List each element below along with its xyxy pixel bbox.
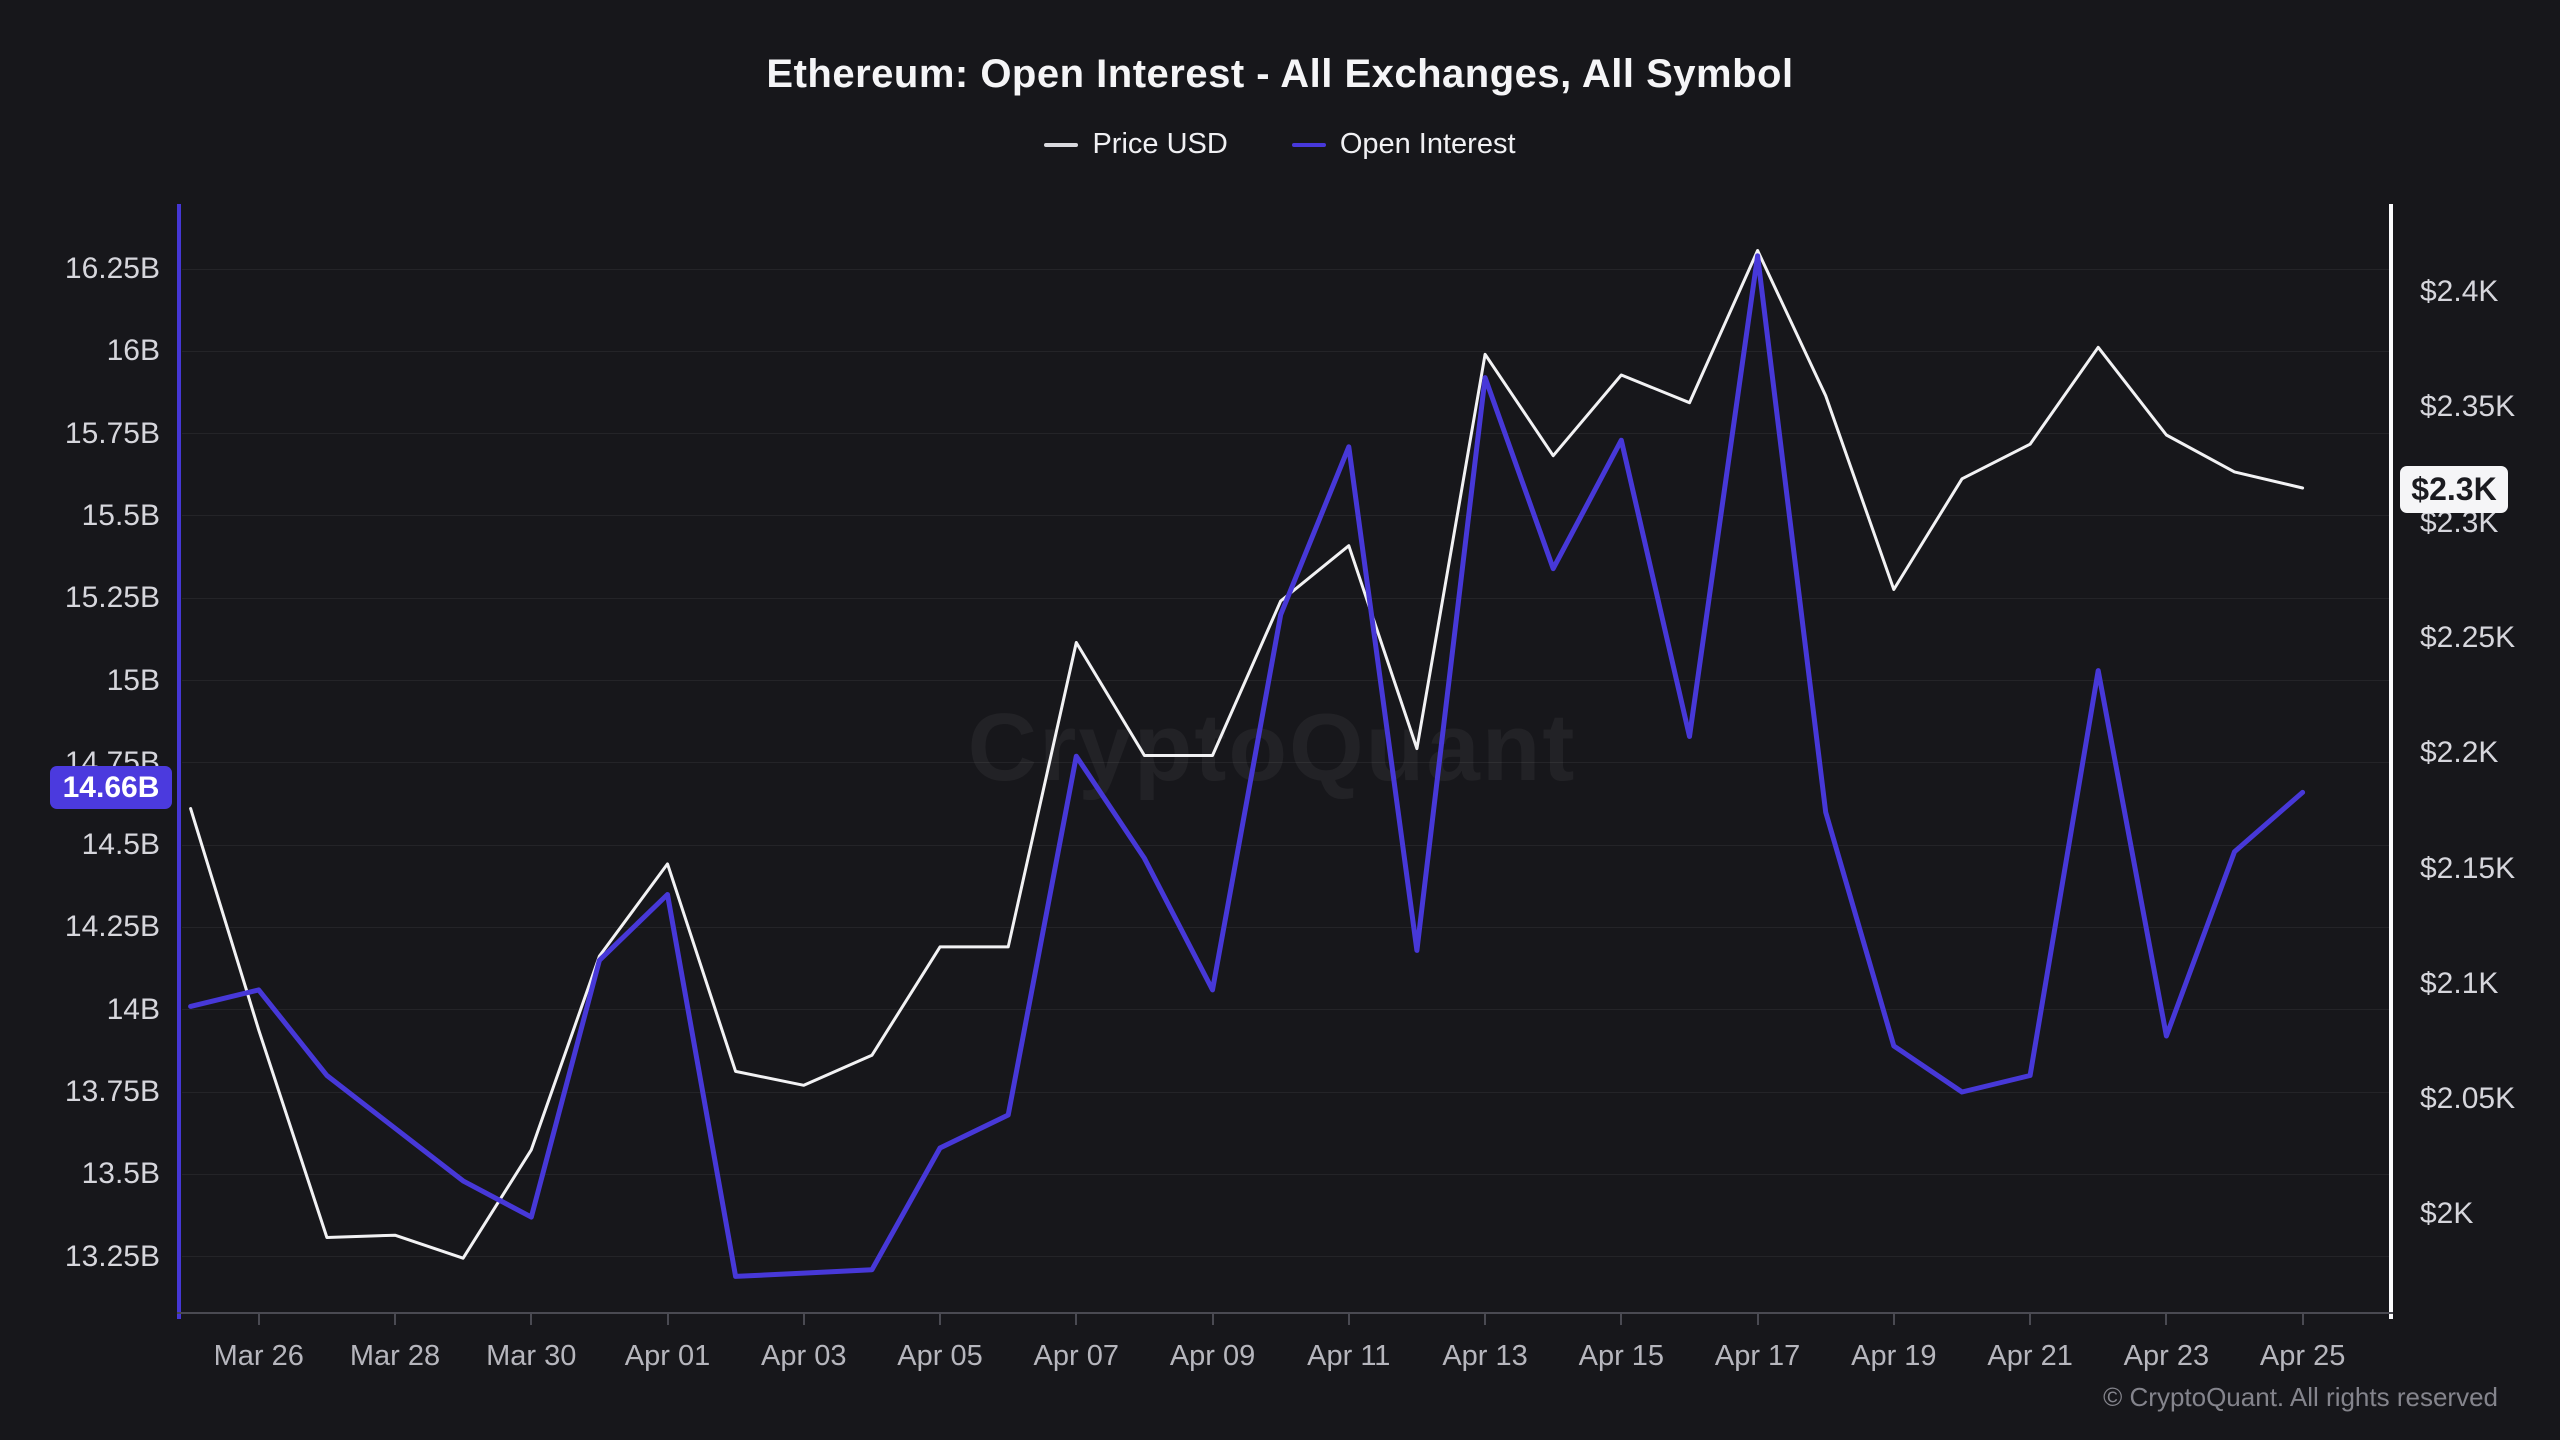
legend-label-price-usd: Price USD bbox=[1092, 128, 1228, 160]
left-axis-tick-label: 15.75B bbox=[64, 416, 160, 450]
right-axis-tick-label: $2.05K bbox=[2420, 1082, 2516, 1116]
x-axis-tick bbox=[2029, 1314, 2032, 1325]
x-axis-tick-label: Apr 21 bbox=[1987, 1340, 2073, 1372]
legend-label-open-interest: Open Interest bbox=[1339, 128, 1516, 160]
right-axis-tick-label: $2.4K bbox=[2420, 275, 2499, 308]
x-axis-tick-label: Apr 11 bbox=[1307, 1340, 1391, 1372]
open-interest-line bbox=[188, 253, 2306, 1279]
price-usd-line bbox=[189, 249, 2305, 1260]
x-axis-tick bbox=[1620, 1314, 1623, 1325]
x-axis-tick-label: Apr 03 bbox=[761, 1340, 847, 1372]
x-axis-tick bbox=[1075, 1314, 1078, 1325]
x-axis-tick bbox=[2165, 1314, 2168, 1325]
right-axis-tick-label: $2.15K bbox=[2420, 851, 2516, 885]
right-axis-tick-label: $2K bbox=[2420, 1197, 2474, 1231]
gridline bbox=[182, 269, 2390, 270]
gridline bbox=[182, 351, 2390, 352]
open-interest-current-value-badge: 14.66B bbox=[50, 766, 172, 809]
legend: Price USD Open Interest bbox=[0, 128, 2560, 161]
right-axis-tick-label: $2.25K bbox=[2420, 620, 2516, 654]
left-axis-tick-label: 16B bbox=[106, 334, 160, 368]
x-axis-tick-label: Apr 19 bbox=[1851, 1340, 1937, 1372]
left-axis-tick-label: 14.5B bbox=[81, 828, 160, 862]
legend-item-open-interest[interactable]: Open Interest bbox=[1291, 128, 1516, 161]
gridline bbox=[182, 1092, 2390, 1093]
left-axis-tick-label: 16.25B bbox=[64, 252, 160, 285]
left-axis-tick-label: 13.25B bbox=[64, 1239, 160, 1273]
x-axis-tick bbox=[1347, 1314, 1350, 1325]
gridline bbox=[182, 1174, 2390, 1175]
left-axis-tick-label: 15.5B bbox=[81, 498, 160, 532]
x-axis-tick bbox=[1211, 1314, 1214, 1325]
x-axis-tick-label: Apr 15 bbox=[1578, 1340, 1665, 1372]
x-axis-tick-label: Apr 23 bbox=[2123, 1340, 2210, 1372]
gridline bbox=[182, 1256, 2390, 1257]
price-usd-line-swatch-icon bbox=[1044, 142, 1079, 147]
left-axis-line bbox=[177, 204, 181, 1319]
x-axis-tick-label: Mar 26 bbox=[213, 1340, 304, 1372]
x-axis-tick-label: Apr 25 bbox=[2259, 1340, 2346, 1372]
x-axis-tick-label: Apr 07 bbox=[1033, 1340, 1120, 1372]
x-axis-tick-label: Apr 05 bbox=[897, 1340, 983, 1372]
left-axis-tick-label: 13.75B bbox=[64, 1075, 160, 1108]
x-axis-tick bbox=[1756, 1314, 1759, 1325]
gridline bbox=[182, 1009, 2390, 1010]
gridline bbox=[182, 433, 2390, 434]
left-axis-tick-label: 13.5B bbox=[81, 1157, 160, 1191]
x-axis-tick-label: Apr 17 bbox=[1714, 1340, 1801, 1372]
left-axis-tick-label: 14B bbox=[106, 992, 160, 1026]
x-axis-baseline bbox=[177, 1312, 2393, 1314]
x-axis-tick bbox=[939, 1314, 942, 1325]
x-axis-tick-label: Apr 09 bbox=[1169, 1340, 1256, 1372]
gridline bbox=[182, 927, 2390, 928]
x-axis-tick bbox=[2301, 1314, 2304, 1325]
legend-item-price-usd[interactable]: Price USD bbox=[1044, 128, 1228, 161]
x-axis-tick-label: Apr 01 bbox=[624, 1340, 711, 1372]
left-axis-tick-label: 14.25B bbox=[64, 910, 160, 944]
open-interest-line-swatch-icon bbox=[1291, 142, 1326, 147]
right-axis-tick-label: $2.2K bbox=[2420, 736, 2499, 770]
right-axis-tick-label: $2.35K bbox=[2420, 390, 2516, 424]
left-axis-tick-label: 15B bbox=[106, 663, 160, 697]
x-axis-tick bbox=[1484, 1314, 1487, 1325]
x-axis-tick-label: Apr 13 bbox=[1442, 1340, 1528, 1372]
page-title: Ethereum: Open Interest - All Exchanges,… bbox=[766, 52, 1794, 96]
gridline bbox=[182, 680, 2390, 681]
x-axis-tick bbox=[1892, 1314, 1895, 1325]
gridline bbox=[182, 762, 2390, 763]
x-axis-tick-label: Mar 28 bbox=[349, 1340, 441, 1372]
right-axis-line bbox=[2389, 204, 2393, 1319]
x-axis-tick bbox=[257, 1314, 260, 1325]
gridline bbox=[182, 845, 2390, 846]
left-axis-tick-label: 15.25B bbox=[64, 581, 160, 615]
right-axis-tick-label: $2.1K bbox=[2420, 966, 2499, 1000]
gridline bbox=[182, 515, 2390, 516]
x-axis-tick-label: Mar 30 bbox=[486, 1340, 577, 1372]
x-axis-tick bbox=[530, 1314, 533, 1325]
x-axis-tick bbox=[393, 1314, 396, 1325]
copyright-footer: © CryptoQuant. All rights reserved bbox=[2103, 1382, 2498, 1412]
price-current-value-badge: $2.3K bbox=[2400, 466, 2508, 513]
x-axis-tick bbox=[802, 1314, 805, 1325]
x-axis-tick bbox=[666, 1314, 669, 1325]
